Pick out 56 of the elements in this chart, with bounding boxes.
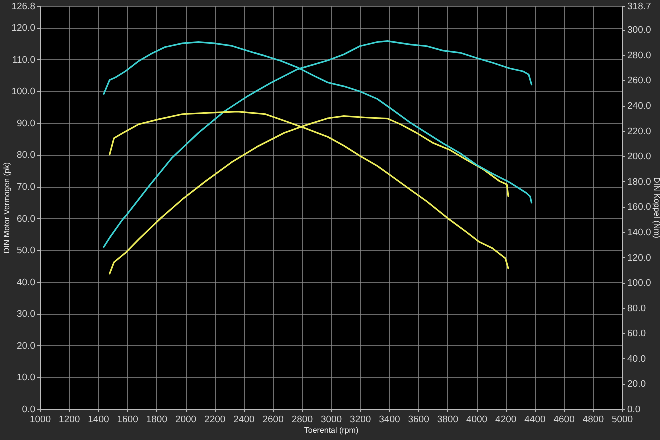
x-tick-label: 1800 [146,414,168,426]
y-axis-title: DIN Motor Vermogen (pk) [2,162,12,254]
y2-tick-label: 300.0 [628,25,652,36]
y2-tick-label: 80.0 [628,303,646,314]
line-series [103,40,533,248]
x-tick-label: 4200 [496,414,517,426]
y2-tick-label: 240.0 [628,101,652,112]
y-tick-label: 70.0 [17,182,36,194]
y-tick-label: 0.0 [22,404,36,416]
y2-tick-label: 180.0 [628,176,652,188]
x-axis-title: Toerental (rpm) [304,426,359,435]
x-tick-label: 4600 [554,414,575,426]
y2-tick-label: 140.0 [628,227,652,238]
x-tick-label: 2800 [292,414,313,426]
x-tick-label: 3800 [437,414,458,426]
x-tick-label: 3600 [408,414,430,426]
y-tick-label: 110.0 [12,54,36,66]
y-tick-label: 40.0 [17,277,36,288]
x-tick-label: 2400 [234,414,255,426]
x-tick-label: 1600 [117,414,138,426]
y2-tick-label: 120.0 [628,252,652,264]
x-tick-label: 1000 [30,414,52,426]
x-tick-label: 1200 [59,414,80,426]
x-tick-label: 4800 [582,414,604,426]
x-tick-label: 4000 [466,414,488,426]
y-tick-label: 30.0 [17,309,36,320]
y-tick-label: 50.0 [17,246,36,257]
y2-tick-label: 60.0 [628,328,646,340]
x-tick-label: 2600 [262,414,284,426]
y-tick-label: 20.0 [17,340,36,352]
y2-axis-title: DIN Koppel (Nm) [652,178,660,239]
x-tick-label: 5000 [612,414,634,426]
x-tick-label: 4400 [524,414,546,426]
y2-tick-label: 100.0 [628,278,652,290]
y-tick-label: 100.0 [12,86,36,98]
y2-tick-label: 160.0 [628,202,652,214]
y2-tick-label: 40.0 [628,354,646,365]
x-tick-label: 2200 [204,414,226,426]
y-tick-label: 90.0 [17,118,36,130]
y2-tick-label: 220.0 [628,126,652,138]
x-tick-label: 3000 [320,414,342,426]
y2-tick-label: 318.7 [628,2,652,12]
y2-tick-label: 260.0 [628,76,652,87]
y2-tick-label: 0.0 [628,404,641,416]
y2-tick-label: 280.0 [628,50,652,62]
y-tick-label: 80.0 [17,150,36,162]
x-tick-label: 2000 [175,414,197,426]
y2-tick-label: 20.0 [628,379,646,390]
y-tick-label: 126.8 [12,2,36,12]
y2-tick-label: 200.0 [628,152,652,163]
y-tick-label: 10.0 [17,372,36,384]
y-tick-label: 60.0 [17,214,36,225]
x-tick-label: 3400 [379,414,400,426]
y-tick-label: 120.0 [12,23,36,34]
x-tick-label: 3200 [350,414,372,426]
x-tick-label: 1400 [88,414,110,426]
